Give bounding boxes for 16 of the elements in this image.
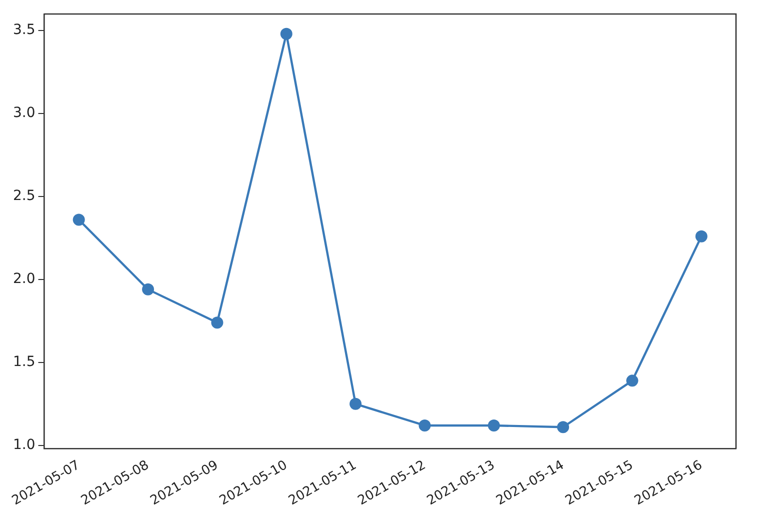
- y-tick-label: 1.5: [13, 354, 36, 370]
- point: [626, 374, 638, 387]
- y-tick-label: 3.0: [13, 105, 36, 122]
- point: [142, 283, 154, 296]
- point: [72, 214, 85, 226]
- point: [280, 28, 292, 40]
- y-tick-label: 2.0: [13, 271, 36, 288]
- point: [695, 230, 708, 242]
- y-tick-label: 3.5: [13, 22, 36, 38]
- point: [557, 421, 570, 434]
- y-tick-label: 1.0: [13, 437, 36, 454]
- point: [418, 419, 431, 432]
- point: [211, 316, 224, 329]
- point: [488, 419, 500, 432]
- point: [350, 398, 362, 410]
- y-tick-label: 2.5: [13, 188, 36, 204]
